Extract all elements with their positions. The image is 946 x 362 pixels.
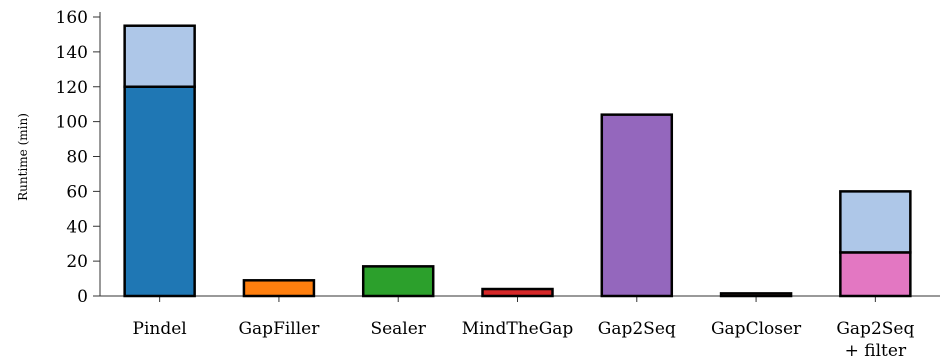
- x-category-label: MindTheGap: [462, 319, 574, 339]
- y-tick-label: 100: [56, 113, 88, 133]
- bar-segment: [242, 279, 316, 298]
- x-category-label: Pindel: [133, 319, 187, 339]
- bar-segment: [123, 24, 196, 88]
- bar-segment: [839, 190, 912, 254]
- bar-group: [600, 113, 674, 298]
- x-category-label: Sealer: [370, 319, 426, 339]
- bar-group: [123, 24, 196, 298]
- x-category-label: GapCloser: [711, 319, 802, 339]
- y-axis: 0 20 40 60 80 100 120 140 160: [56, 8, 101, 307]
- y-tick-label: 20: [66, 252, 88, 272]
- y-axis-title: Runtime (min): [16, 113, 30, 201]
- y-tick-label: 120: [56, 78, 88, 98]
- bar-segment: [719, 292, 793, 298]
- bar-segment: [600, 113, 674, 298]
- x-category-label: + filter: [845, 341, 907, 361]
- bar-segment: [839, 251, 912, 298]
- y-tick-label: 0: [77, 287, 88, 307]
- y-tick-label: 80: [66, 148, 88, 168]
- y-tick-label: 140: [56, 43, 88, 63]
- bar-group: [361, 265, 435, 298]
- bar-group: [481, 287, 554, 298]
- bar-segment: [123, 85, 196, 298]
- y-tick-label: 160: [56, 8, 88, 28]
- bar-group: [242, 279, 316, 298]
- bar-group: [719, 292, 793, 298]
- bar-group: [839, 190, 912, 298]
- y-tick-label: 40: [66, 217, 88, 237]
- x-category-label: GapFiller: [238, 319, 320, 339]
- y-tick-label: 60: [66, 182, 88, 202]
- x-category-label: Gap2Seq: [836, 319, 914, 339]
- x-axis: Pindel GapFiller Sealer MindTheGap Gap2Seq Ga…: [100, 295, 940, 361]
- bars: [123, 24, 912, 298]
- x-category-label: Gap2Seq: [598, 319, 676, 339]
- bar-segment: [481, 287, 554, 298]
- bar-segment: [361, 265, 435, 298]
